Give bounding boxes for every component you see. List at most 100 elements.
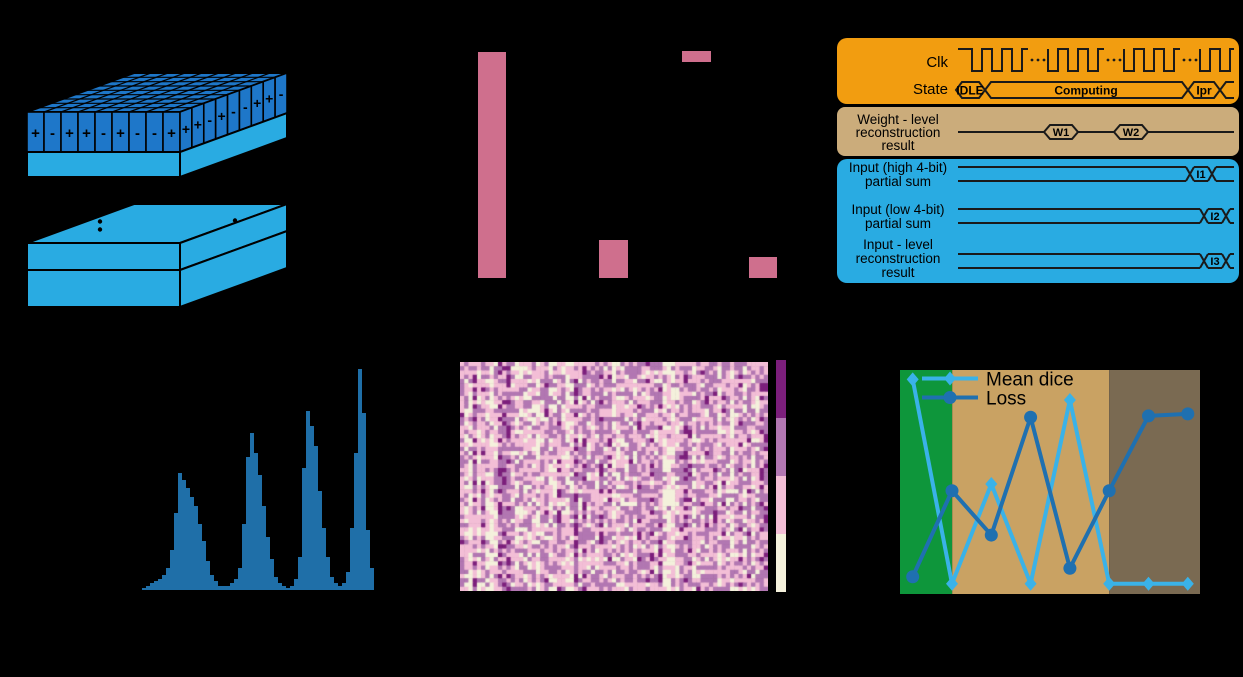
background-region	[1109, 370, 1200, 594]
legend-label: Mean dice	[986, 370, 1074, 391]
histogram-bin	[218, 585, 222, 590]
circle-marker	[945, 484, 959, 498]
histogram-bin	[186, 488, 190, 590]
weight-signal	[958, 124, 1234, 140]
diamond-marker	[1142, 576, 1155, 591]
bottom-slab1-front	[26, 242, 181, 271]
histogram-bin	[298, 556, 302, 590]
cell-sign: +	[116, 125, 125, 142]
colorbar-segment	[776, 476, 786, 534]
grid-line	[77, 72, 186, 113]
input1-signal	[958, 166, 1234, 182]
histogram-bin	[158, 578, 162, 590]
state-signal	[954, 81, 1234, 99]
histogram-bin	[270, 559, 274, 590]
grid-line	[60, 72, 169, 113]
histogram-bin	[274, 576, 278, 590]
histogram-bin	[202, 541, 206, 590]
histogram-bin	[250, 433, 254, 590]
histogram-bin	[222, 585, 226, 590]
histogram-bin	[150, 583, 154, 590]
histogram-bin	[330, 576, 334, 590]
clk-state-box	[837, 38, 1239, 104]
cell-sign: -	[135, 125, 140, 142]
input3-label-1: Input - level	[863, 237, 933, 252]
diamond-marker	[946, 576, 958, 591]
histogram-bin	[346, 572, 350, 590]
clk-label: Clk	[926, 54, 948, 71]
cell-sign: +	[265, 91, 273, 107]
histogram-bin	[322, 528, 326, 590]
histogram-bin	[262, 506, 266, 590]
histogram-bin	[246, 457, 250, 590]
cell-sign: +	[82, 125, 91, 142]
grid-line	[162, 72, 271, 113]
histogram-bin	[366, 530, 370, 590]
weight-label-1: Weight - level	[857, 112, 939, 127]
timing-diagram-panel: Clk State IDLE Computing Ipr Weight - le…	[837, 38, 1239, 283]
histogram-bin	[338, 585, 342, 590]
background-region	[900, 370, 953, 594]
histogram-bin	[190, 497, 194, 590]
histogram-bin	[254, 452, 258, 590]
histogram-bin	[234, 578, 238, 590]
histogram-bin	[370, 567, 374, 590]
histogram-bin	[314, 446, 318, 590]
bottom-slab2-front	[26, 269, 181, 308]
heatmap-colorbar	[776, 360, 786, 592]
grid-line	[128, 72, 237, 113]
histogram-bin	[266, 536, 270, 590]
histogram-bin	[354, 452, 358, 590]
circle-marker	[906, 570, 920, 584]
grid-line	[111, 72, 220, 113]
histogram-bin	[258, 475, 262, 590]
cell-sign: -	[101, 125, 106, 142]
weight-label-2: reconstruction	[856, 125, 941, 140]
diamond-marker	[1181, 576, 1194, 591]
colorbar-segment	[776, 360, 786, 418]
bar	[478, 52, 506, 278]
weight-tag-w1: W1	[1053, 127, 1070, 139]
state-computing: Computing	[1054, 84, 1117, 98]
histogram-bin	[166, 567, 170, 590]
histogram-bin	[154, 581, 158, 590]
ellipsis-dot	[97, 219, 103, 224]
circle-marker	[1063, 561, 1077, 575]
diamond-marker	[906, 372, 919, 387]
histogram-bin	[162, 574, 166, 590]
top-slab-side-band	[179, 111, 288, 179]
input2-label-2: partial sum	[865, 216, 931, 231]
clock-break-dots	[1030, 58, 1198, 62]
legend-diamond-marker	[944, 371, 956, 386]
cell-sign: +	[194, 117, 202, 133]
bar	[682, 51, 711, 63]
weight-label-3: result	[881, 138, 914, 153]
device-stack-panel: + - + + - + - - + + + - + - - + + -	[26, 71, 288, 309]
histogram-bin	[362, 413, 366, 590]
bar	[599, 239, 628, 278]
top-slab-front-band	[26, 151, 181, 178]
diamond-marker	[1063, 393, 1076, 408]
circle-marker	[1142, 409, 1155, 423]
histogram-bin	[142, 587, 146, 590]
histogram-bin	[302, 468, 306, 590]
bar	[749, 256, 777, 278]
histogram-bin	[182, 479, 186, 590]
weight-tag-w2: W2	[1123, 127, 1140, 139]
histogram-bin	[318, 490, 322, 590]
histogram-bin	[170, 550, 174, 590]
input3-signal	[958, 253, 1234, 269]
histogram-bin	[226, 585, 230, 590]
state-ipr: Ipr	[1196, 84, 1212, 98]
grid-line	[145, 72, 254, 113]
cell-sign: -	[279, 86, 284, 102]
histogram-bin	[358, 369, 362, 590]
input1-tag: I1	[1196, 169, 1205, 181]
loss-line	[910, 411, 1188, 578]
histogram-bin	[242, 523, 246, 590]
input1-label-1: Input (high 4-bit)	[849, 160, 947, 175]
cell-sign: -	[231, 104, 236, 120]
histogram-bin	[310, 426, 314, 590]
clock-waveform	[958, 48, 1234, 72]
